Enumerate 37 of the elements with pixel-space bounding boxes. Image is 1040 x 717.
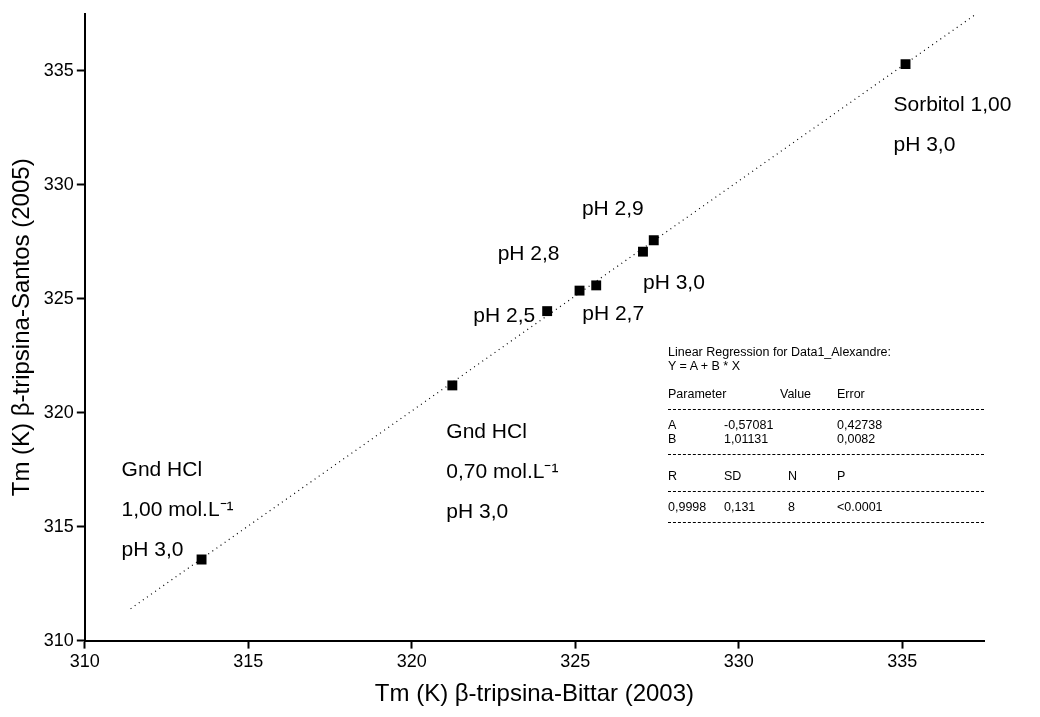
x-tick-label: 335	[887, 651, 918, 672]
y-tick-label: 335	[43, 59, 74, 80]
y-tick-label: 330	[43, 173, 74, 194]
annotation: Linear Regression for Data1_Alexandre:	[668, 345, 892, 359]
point	[648, 235, 659, 246]
text: A -0,57081 0,42738	[668, 418, 883, 432]
y-tick-label: 320	[43, 401, 74, 422]
x-tick-label: 310	[69, 651, 100, 672]
point	[447, 380, 458, 391]
annotation: Sorbitol 1,00 pH 3,0	[893, 91, 1012, 158]
point	[900, 59, 911, 70]
x-axis-title: Tm (K) β-tripsina-Bittar (2003)	[374, 679, 695, 707]
text: 0,9998 0,131 8 <0.0001	[668, 500, 883, 514]
y-tick-label: 310	[43, 629, 74, 650]
point	[591, 280, 602, 291]
annotation: pH 3,0	[642, 268, 705, 295]
text: R SD N P	[668, 469, 846, 483]
annotation: Gnd HCl 1,00 mol.L⁻¹ pH 3,0	[121, 456, 234, 563]
y-tick-label: 325	[43, 287, 74, 308]
point	[574, 285, 585, 296]
x-tick-label: 325	[560, 651, 591, 672]
annotation: pH 2,8	[497, 239, 560, 266]
x-tick-label: 330	[723, 651, 754, 672]
annotation: pH 2,9	[581, 195, 644, 222]
annotation: Gnd HCl 0,70 mol.L⁻¹ pH 3,0	[446, 418, 559, 525]
annotation: pH 2,7	[582, 300, 645, 327]
point	[542, 306, 553, 317]
text: B 1,01131 0,0082	[668, 432, 876, 446]
annotation: pH 2,5	[473, 302, 536, 329]
annotation: Y = A + B * X	[668, 359, 741, 373]
y-axis-title: Tm (K) β-tripsina-Santos (2005)	[7, 158, 35, 497]
point	[196, 554, 207, 565]
x-tick-label: 315	[233, 651, 264, 672]
x-tick-label: 320	[396, 651, 427, 672]
text: Parameter Value Error	[668, 387, 865, 401]
y-tick-label: 315	[43, 515, 74, 536]
point	[638, 246, 648, 257]
